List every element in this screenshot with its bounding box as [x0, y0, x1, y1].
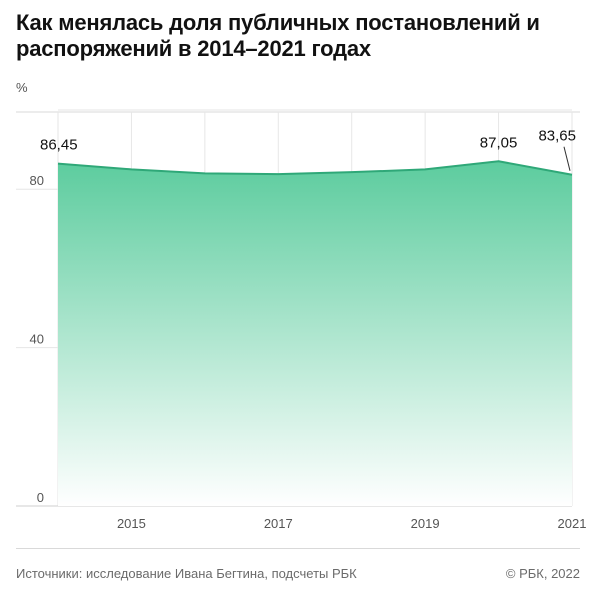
- chart-title: Как менялась доля публичных постановлени…: [16, 10, 540, 61]
- y-tick-label: 0: [37, 490, 44, 505]
- series-line: [57, 160, 573, 176]
- data-label: 87,05: [480, 134, 518, 151]
- data-label: 83,65: [538, 128, 576, 145]
- footer-divider: [16, 548, 580, 549]
- x-tick-label: 2017: [264, 516, 293, 531]
- copyright: © РБК, 2022: [505, 566, 580, 581]
- y-unit-label: %: [16, 80, 28, 95]
- y-tick-label: 40: [30, 332, 44, 347]
- x-tick-label: 2015: [117, 516, 146, 531]
- y-tick-label: 80: [30, 173, 44, 188]
- x-tick-label: 2021: [558, 516, 587, 531]
- data-label-leader: [563, 146, 571, 171]
- series-area: [58, 161, 572, 507]
- source-note: Источники: исследование Ивана Бегтина, п…: [16, 566, 357, 581]
- x-tick-label: 2019: [411, 516, 440, 531]
- data-label: 86,45: [40, 137, 78, 154]
